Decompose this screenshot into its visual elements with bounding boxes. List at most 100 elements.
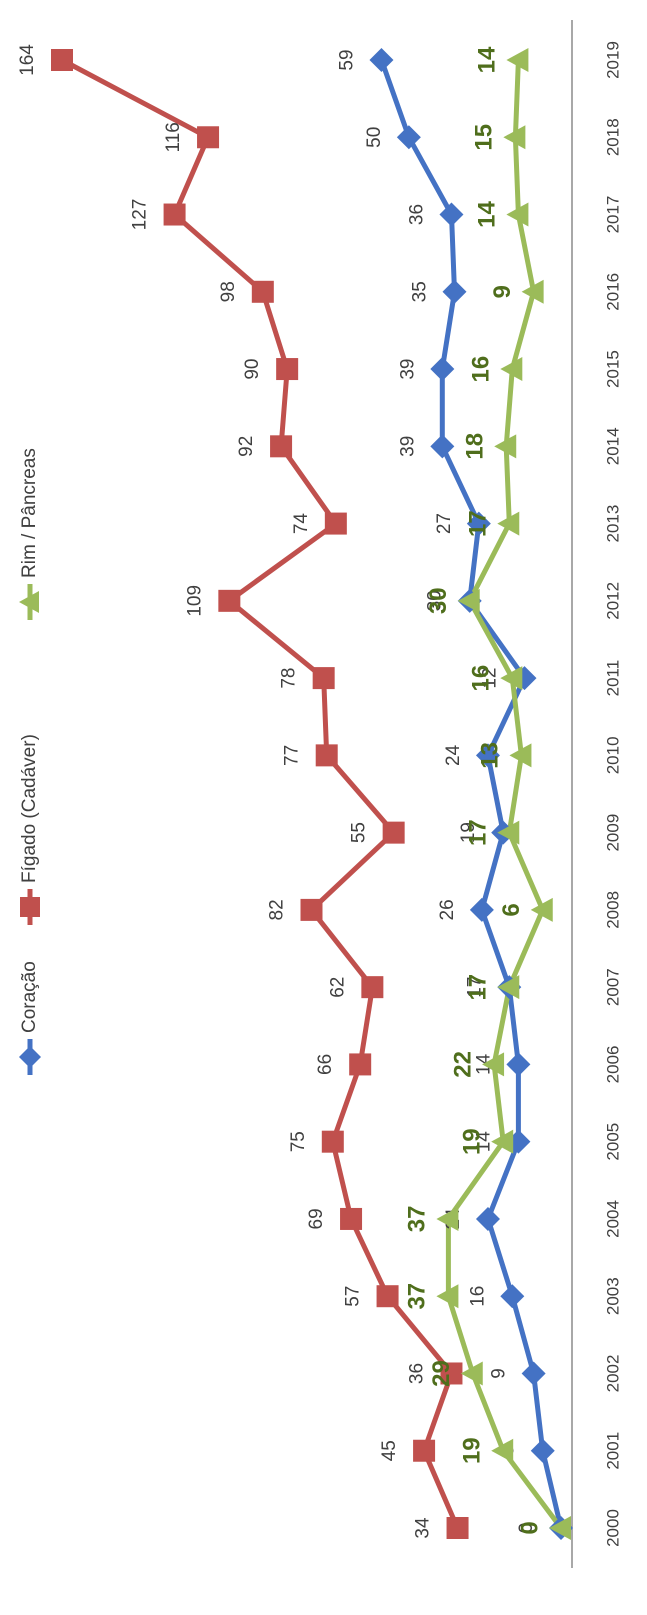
data-point xyxy=(506,48,529,72)
data-point xyxy=(521,1361,546,1386)
data-label: 9 xyxy=(489,285,516,298)
data-label: 90 xyxy=(242,359,263,380)
data-point xyxy=(446,1517,469,1539)
x-tick-label: 2017 xyxy=(603,196,622,234)
data-label: 35 xyxy=(410,281,431,302)
data-point xyxy=(494,434,517,459)
data-point xyxy=(491,1438,514,1463)
data-point xyxy=(469,897,494,922)
data-point xyxy=(251,280,274,303)
legend-marker xyxy=(19,1046,41,1068)
data-point xyxy=(270,435,293,458)
data-point xyxy=(442,279,467,304)
data-label: 13 xyxy=(477,742,504,769)
data-label: 55 xyxy=(349,822,370,843)
series-group: 34 45 36 57 69 75 66 62 82 55 77 78 109 74 92 90 98 127 11… xyxy=(17,44,469,1539)
data-label: 82 xyxy=(267,899,288,920)
data-label: 19 xyxy=(459,1128,486,1155)
data-point xyxy=(376,1285,399,1308)
data-label: 39 xyxy=(397,359,418,380)
data-label: 57 xyxy=(343,1286,364,1307)
data-point xyxy=(503,125,526,150)
data-label: 37 xyxy=(404,1206,431,1233)
data-point xyxy=(315,744,338,767)
data-point xyxy=(300,898,323,921)
data-point xyxy=(440,1362,463,1385)
data-point xyxy=(369,48,394,72)
data-label: 39 xyxy=(397,436,418,457)
x-tick-label: 2014 xyxy=(603,427,622,465)
data-label: 74 xyxy=(291,513,312,535)
data-label: 127 xyxy=(130,199,151,231)
x-tick-label: 2002 xyxy=(603,1355,622,1393)
data-label: 16 xyxy=(468,665,495,692)
data-label: 24 xyxy=(443,744,464,766)
data-label: 17 xyxy=(465,819,492,846)
data-point xyxy=(197,126,220,149)
data-label: 26 xyxy=(437,899,458,920)
series-line xyxy=(445,57,564,1531)
data-point xyxy=(497,820,520,845)
data-label: 0 xyxy=(516,1521,543,1534)
data-point xyxy=(340,1207,363,1230)
data-point xyxy=(436,1284,459,1309)
x-tick-label: 2019 xyxy=(603,41,622,79)
data-label: 98 xyxy=(218,281,239,302)
series-layer: 0691624141417261924123027393935365059344… xyxy=(17,44,573,1540)
x-tick-label: 2008 xyxy=(603,891,622,929)
data-label: 17 xyxy=(464,977,485,998)
data-point xyxy=(457,588,480,613)
data-label: 109 xyxy=(184,585,205,617)
data-label: 12 xyxy=(480,668,501,689)
data-point xyxy=(439,202,464,227)
data-label: 69 xyxy=(306,1208,327,1229)
data-label: 36 xyxy=(407,204,428,225)
data-label: 77 xyxy=(282,745,303,766)
x-tick-label: 2005 xyxy=(603,1123,622,1161)
data-point xyxy=(530,897,553,922)
data-point xyxy=(500,357,523,382)
data-label: 22 xyxy=(449,1051,476,1078)
data-label: 14 xyxy=(474,201,501,228)
data-point xyxy=(312,667,335,690)
data-label: 50 xyxy=(364,127,385,148)
data-label: 19 xyxy=(458,822,479,843)
data-point xyxy=(509,743,532,768)
data-point xyxy=(436,1206,459,1231)
data-point xyxy=(549,1516,571,1540)
data-label: 16 xyxy=(467,1286,488,1307)
legend-label: Coração xyxy=(19,961,40,1033)
data-point xyxy=(324,512,347,535)
data-label: 92 xyxy=(236,436,257,457)
x-tick-label: 2016 xyxy=(603,273,622,311)
series-line xyxy=(379,57,564,1531)
data-label: 15 xyxy=(471,124,498,151)
x-tick-label: 2009 xyxy=(603,814,622,852)
data-point xyxy=(460,1361,483,1386)
data-label: 27 xyxy=(434,513,455,534)
legend: Coração Fígado (Cadáver) Rim / Pâncreas xyxy=(19,448,41,1075)
data-point xyxy=(521,279,544,304)
data-point xyxy=(466,511,491,536)
data-point xyxy=(475,1206,500,1231)
x-tick-label: 2010 xyxy=(603,736,622,774)
legend-item: Coração xyxy=(19,961,41,1075)
data-label: 36 xyxy=(407,1363,428,1384)
data-point xyxy=(349,1053,372,1076)
data-label: 75 xyxy=(288,1131,309,1152)
data-point xyxy=(497,511,520,536)
data-point xyxy=(530,1438,555,1463)
data-point xyxy=(361,976,384,999)
data-point xyxy=(382,821,405,844)
data-point xyxy=(430,434,455,459)
data-label: 30 xyxy=(425,590,446,611)
legend-item: Rim / Pâncreas xyxy=(19,448,40,620)
data-point xyxy=(163,203,186,226)
data-label: 78 xyxy=(279,668,300,689)
data-label: 14 xyxy=(473,1131,494,1153)
data-label: 37 xyxy=(404,1283,431,1310)
x-tick-label: 2013 xyxy=(603,505,622,543)
data-point xyxy=(500,666,523,691)
data-label: 34 xyxy=(413,1517,434,1539)
